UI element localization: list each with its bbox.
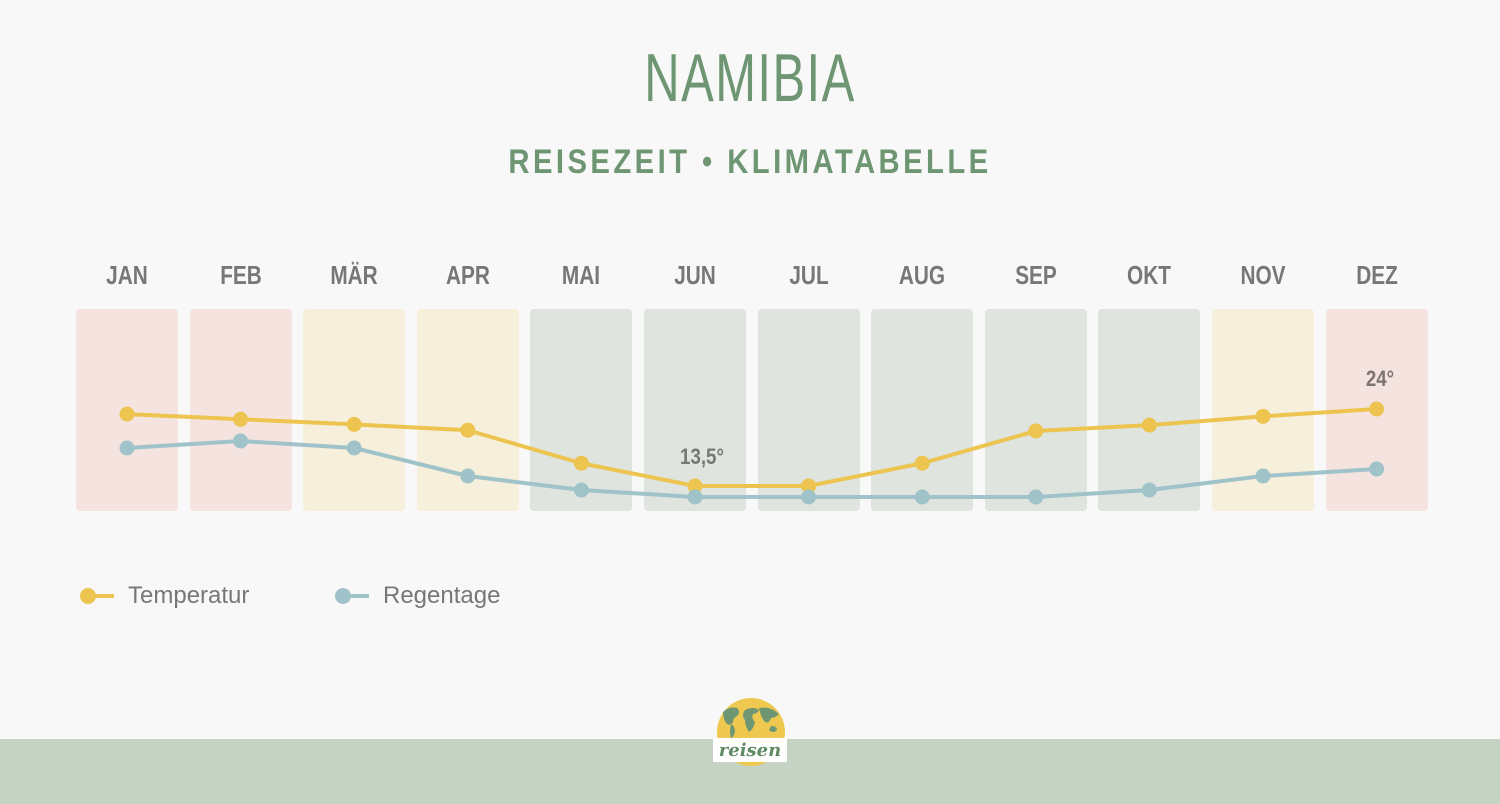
month-label: JUN — [674, 260, 716, 290]
data-point — [233, 411, 249, 427]
data-point — [1028, 489, 1044, 505]
data-point — [1369, 461, 1385, 477]
month-column — [530, 309, 633, 511]
month-column — [871, 309, 974, 511]
temperature-legend-icon — [80, 588, 116, 604]
data-point — [687, 478, 703, 494]
month-column — [303, 309, 406, 511]
month-label: FEB — [219, 260, 262, 290]
min-temperature-label: 13,5° — [680, 444, 724, 469]
data-point — [460, 422, 476, 438]
legend-label: Regentage — [383, 582, 501, 609]
data-point — [1141, 417, 1157, 433]
brand-logo[interactable]: reisen — [713, 698, 789, 768]
data-point — [1255, 468, 1271, 484]
temperature-line — [126, 407, 1377, 488]
month-label: JAN — [106, 260, 148, 290]
legend-label: Temperatur — [128, 582, 250, 609]
rain-legend-icon — [335, 588, 371, 604]
month-label: NOV — [1240, 260, 1286, 290]
page-subtitle: REISEZEIT • KLIMATABELLE — [508, 143, 992, 181]
data-point — [914, 489, 930, 505]
temperature-points — [119, 401, 1385, 494]
month-label: APR — [445, 260, 490, 290]
month-column — [189, 309, 292, 511]
data-point — [233, 433, 249, 449]
month-label: MÄR — [330, 260, 378, 290]
data-point — [573, 455, 589, 471]
month-label: AUG — [899, 260, 946, 290]
data-point — [1028, 423, 1044, 439]
month-label: OKT — [1127, 260, 1172, 290]
logo-text: reisen — [713, 738, 787, 762]
data-point — [1255, 408, 1271, 424]
data-point — [119, 440, 135, 456]
month-label: JUL — [788, 260, 829, 290]
max-temperature-label: 24° — [1365, 366, 1395, 391]
page-title: NAMIBIA — [644, 40, 856, 116]
data-point — [119, 406, 135, 422]
month-label: MAI — [562, 260, 601, 290]
month-label: DEZ — [1355, 260, 1398, 290]
data-point — [687, 489, 703, 505]
rain-days-line — [126, 439, 1377, 499]
data-point — [346, 416, 362, 432]
data-point — [1369, 401, 1385, 417]
data-point — [801, 489, 817, 505]
data-point — [1141, 482, 1157, 498]
rain-days-points — [119, 433, 1385, 505]
data-point — [573, 482, 589, 498]
month-column — [984, 309, 1087, 511]
data-point — [346, 440, 362, 456]
data-point — [460, 468, 476, 484]
month-label: SEP — [1014, 260, 1057, 290]
data-point — [914, 455, 930, 471]
data-point — [801, 478, 817, 494]
legend-rain-days: Regentage — [335, 580, 500, 612]
month-column — [1098, 309, 1201, 511]
legend-temperature: Temperatur — [80, 580, 249, 612]
